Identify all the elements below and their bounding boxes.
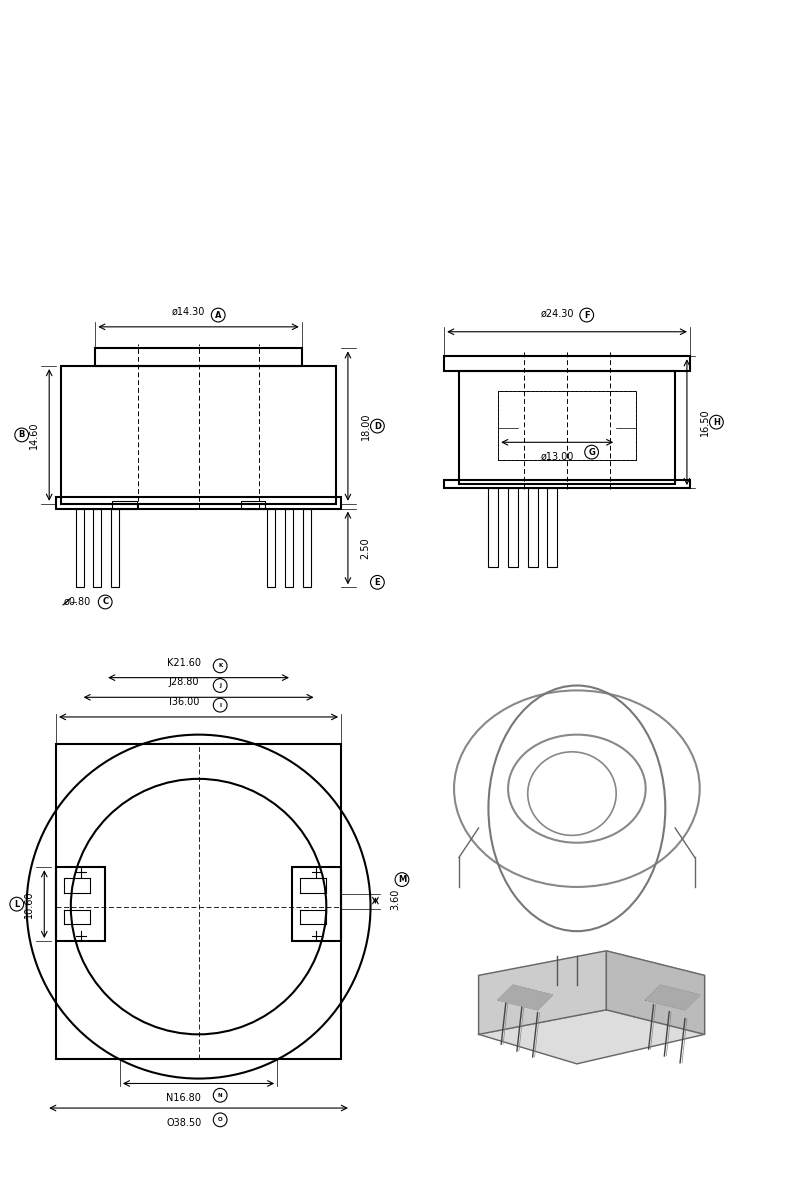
Bar (267, 508, 275, 588)
Polygon shape (606, 951, 705, 1035)
Text: A: A (215, 310, 222, 320)
Bar (76, 508, 83, 588)
Text: K: K (218, 664, 222, 668)
Bar (56, 496, 341, 508)
Ellipse shape (528, 751, 616, 835)
Bar (95, 349, 302, 367)
Polygon shape (646, 986, 700, 1010)
Bar (292, 868, 341, 941)
Bar (302, 508, 310, 588)
Text: K21.60: K21.60 (167, 657, 201, 668)
Text: 18.00: 18.00 (361, 412, 370, 440)
Bar (94, 508, 102, 588)
Bar (444, 356, 690, 371)
Text: N: N (218, 1093, 222, 1097)
Text: B: B (18, 430, 25, 440)
Text: ø13.00: ø13.00 (541, 452, 574, 462)
Bar (285, 508, 293, 588)
Bar (111, 508, 119, 588)
Text: C: C (102, 597, 108, 607)
Text: J28.80: J28.80 (169, 678, 199, 688)
Bar (498, 391, 636, 459)
Bar (489, 488, 498, 566)
Text: 2.50: 2.50 (361, 537, 370, 559)
Text: ø14.30: ø14.30 (172, 307, 206, 317)
Polygon shape (498, 986, 552, 1010)
Text: F: F (584, 310, 590, 320)
Text: N16.80: N16.80 (166, 1094, 202, 1103)
Text: D: D (374, 422, 381, 430)
Text: 14.60: 14.60 (29, 421, 38, 448)
Bar (241, 501, 266, 508)
Text: I36.00: I36.00 (169, 697, 199, 707)
Bar (56, 744, 341, 1059)
Polygon shape (478, 1010, 705, 1064)
Text: H: H (713, 417, 720, 427)
Bar (112, 501, 137, 508)
Bar (444, 480, 690, 488)
Bar (528, 488, 538, 566)
Bar (508, 488, 518, 566)
Polygon shape (478, 951, 606, 1035)
Text: M: M (398, 875, 406, 885)
Text: O: O (218, 1118, 222, 1123)
Text: I: I (219, 703, 221, 708)
Text: ø0.80: ø0.80 (64, 597, 91, 607)
Text: ø24.30: ø24.30 (541, 309, 574, 319)
Bar (547, 488, 558, 566)
Text: 3.60: 3.60 (390, 888, 400, 910)
Text: J: J (219, 683, 221, 688)
Bar (56, 868, 106, 941)
Text: O38.50: O38.50 (166, 1118, 202, 1127)
Text: L: L (14, 899, 19, 909)
Bar (498, 391, 636, 459)
Text: 10.60: 10.60 (23, 891, 34, 918)
Text: G: G (588, 447, 595, 457)
Text: 16.50: 16.50 (700, 409, 710, 436)
Bar (61, 367, 336, 504)
Text: E: E (374, 578, 380, 587)
Bar (459, 371, 675, 484)
